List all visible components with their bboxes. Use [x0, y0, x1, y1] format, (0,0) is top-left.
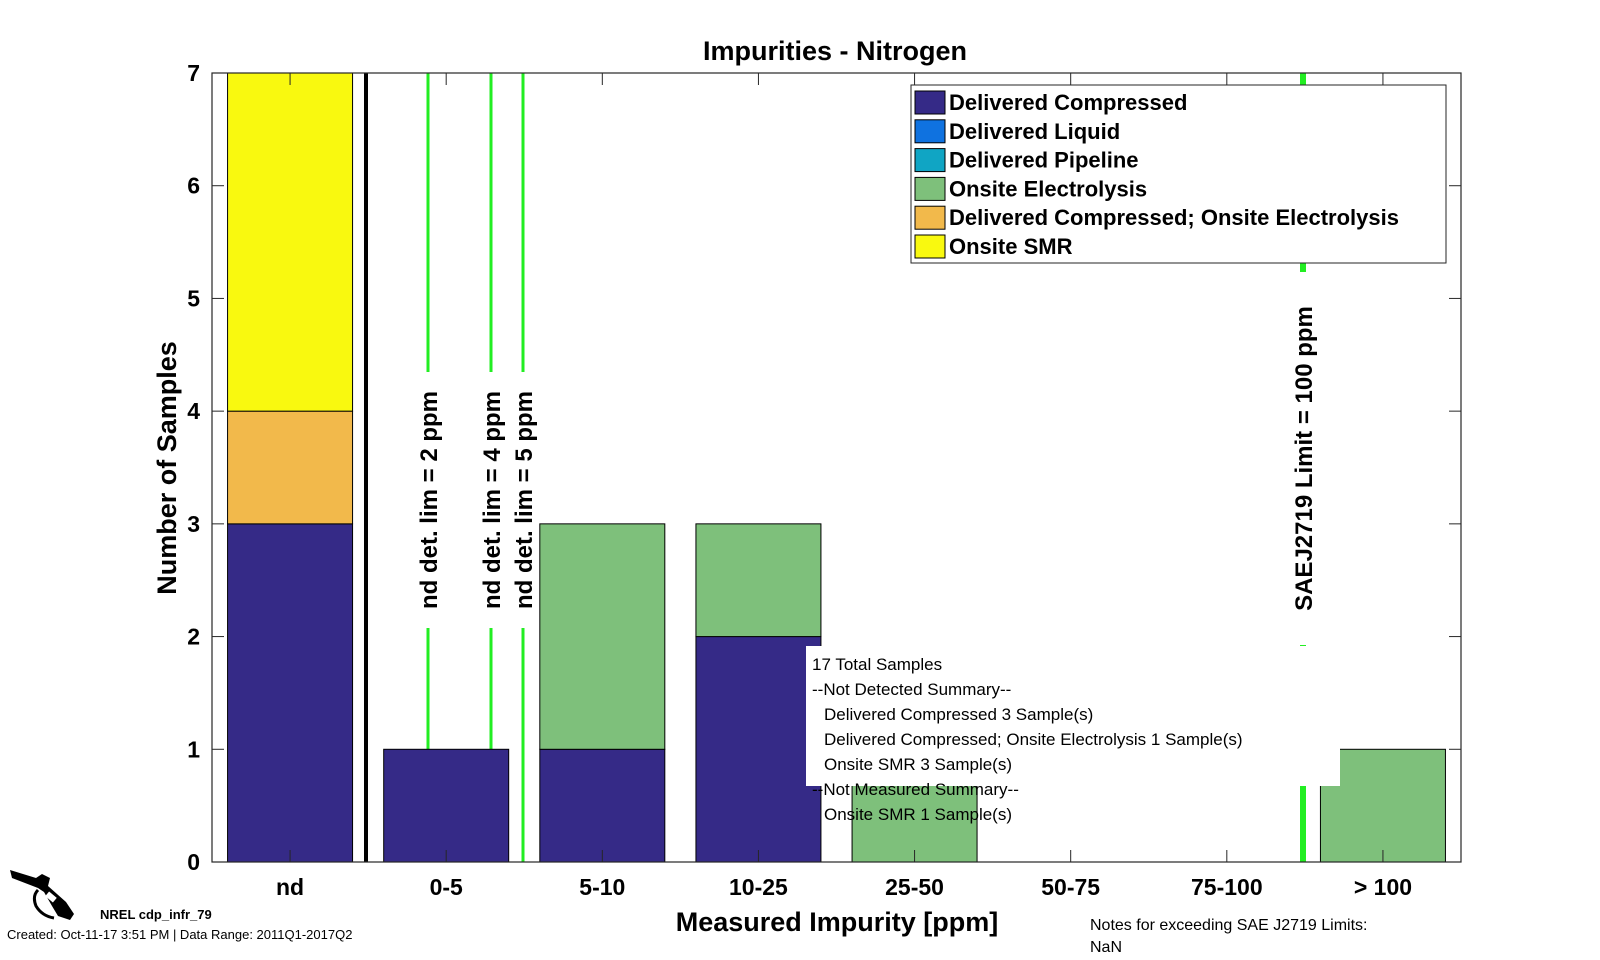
legend-swatch — [914, 148, 946, 173]
x-tick-label: 75-100 — [1191, 874, 1263, 900]
notes-value: NaN — [1090, 939, 1122, 956]
legend-entry: Delivered Liquid — [949, 119, 1120, 144]
summary-box: 17 Total Samples --Not Detected Summary--… — [806, 646, 1340, 824]
bar-segment — [227, 72, 354, 412]
y-tick-label: 7 — [187, 60, 200, 86]
legend-swatch — [914, 205, 946, 230]
reference-label-background — [413, 372, 443, 628]
x-tick-label: > 100 — [1354, 874, 1412, 900]
axes-frame — [211, 72, 1462, 863]
reference-label: SAEJ2719 Limit = 100 ppm — [1291, 306, 1318, 611]
summary-line: Delivered Compressed; Onsite Electrolysi… — [824, 730, 1243, 749]
y-axis-label: Number of Samples — [152, 341, 182, 595]
legend-entry: Onsite Electrolysis — [949, 176, 1147, 201]
legend-entry: Delivered Compressed; Onsite Electrolysi… — [949, 205, 1399, 230]
legend-swatch — [914, 234, 946, 259]
legend-swatch — [914, 119, 946, 144]
fuel-nozzle-icon — [10, 870, 74, 920]
y-tick-label: 3 — [187, 511, 200, 537]
bar-segment — [695, 523, 822, 638]
y-tick-label: 5 — [187, 285, 200, 311]
summary-line: Onsite SMR 1 Sample(s) — [824, 805, 1012, 824]
bar-segment — [227, 410, 354, 525]
bar-segment — [1319, 748, 1446, 863]
summary-line: Delivered Compressed 3 Sample(s) — [824, 705, 1093, 724]
bars — [227, 72, 1446, 863]
reference-label-background — [1288, 272, 1318, 645]
bar-segment — [383, 748, 510, 863]
legend-swatch — [914, 176, 946, 201]
legend-entry: Delivered Pipeline — [949, 148, 1139, 173]
reference-label: nd det. lim = 4 ppm — [479, 391, 506, 609]
notes-title: Notes for exceeding SAE J2719 Limits: — [1090, 917, 1367, 934]
y-tick-label: 1 — [187, 736, 200, 762]
reference-labels: nd det. lim = 2 ppm nd det. lim = 4 ppm nd… — [413, 272, 1318, 645]
y-tick-label: 2 — [187, 624, 200, 650]
reference-label: nd det. lim = 5 ppm — [511, 391, 538, 609]
summary-line: --Not Detected Summary-- — [812, 680, 1011, 699]
summary-line: 17 Total Samples — [812, 655, 942, 674]
x-tick-label: 5-10 — [579, 874, 625, 900]
x-tick-label: nd — [276, 874, 304, 900]
x-axis-label: Measured Impurity [ppm] — [676, 907, 999, 937]
y-tick-label: 6 — [187, 173, 200, 199]
summary-line: Onsite SMR 3 Sample(s) — [824, 755, 1012, 774]
x-tick-label: 10-25 — [729, 874, 788, 900]
bar-segment — [695, 636, 822, 863]
legend-entry: Onsite SMR — [949, 234, 1073, 259]
reference-label-background — [508, 372, 538, 628]
summary-line: --Not Measured Summary-- — [812, 780, 1019, 799]
footer-logo-text: NREL cdp_infr_79 — [100, 907, 212, 922]
summary-background — [806, 646, 1340, 786]
axes: 0 1 2 3 4 5 6 7 nd 0-5 5-10 10-25 25-50 50-75 75-100 > … — [187, 60, 1462, 900]
x-tick-label: 25-50 — [885, 874, 944, 900]
y-tick-label: 4 — [187, 398, 200, 424]
y-tick-label: 0 — [187, 849, 200, 875]
bar-segment — [227, 523, 354, 863]
reference-label-background — [476, 372, 506, 628]
bar-segment — [539, 748, 666, 863]
reference-label: nd det. lim = 2 ppm — [416, 391, 443, 609]
legend-swatch — [914, 90, 946, 115]
legend: Delivered Compressed Delivered Liquid Deli… — [910, 84, 1447, 264]
chart-title: Impurities - Nitrogen — [703, 36, 967, 66]
x-tick-label: 0-5 — [430, 874, 463, 900]
x-tick-label: 50-75 — [1041, 874, 1100, 900]
footer-created: Created: Oct-11-17 3:51 PM | Data Range:… — [7, 927, 352, 942]
legend-box — [910, 84, 1447, 264]
bar-segment — [539, 523, 666, 750]
legend-entry: Delivered Compressed — [949, 90, 1187, 115]
